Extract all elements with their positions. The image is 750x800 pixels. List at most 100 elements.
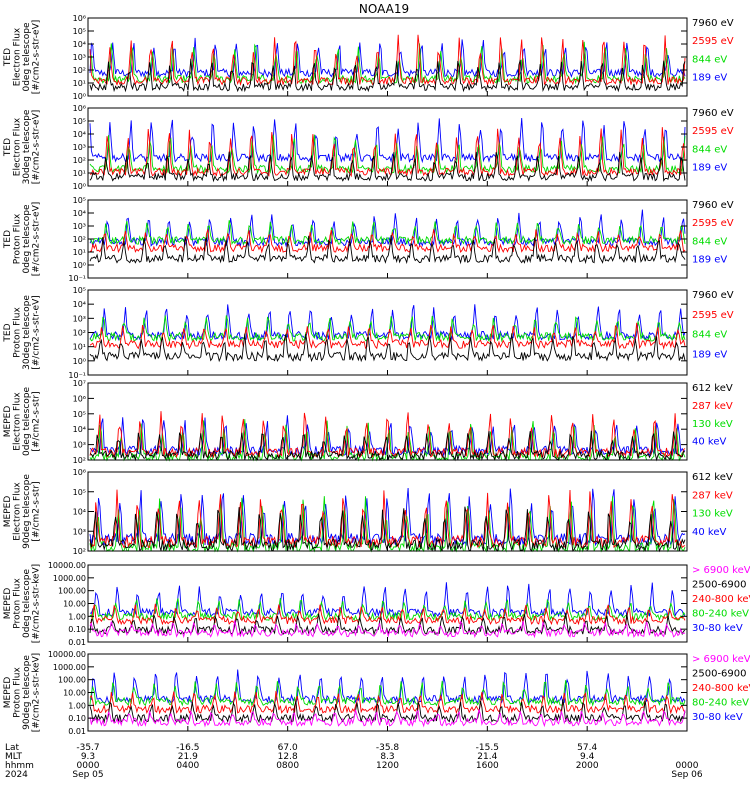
legend-entry: 612 keV [692, 472, 733, 483]
x-tick-label: Sep 05 [72, 770, 103, 780]
y-axis-label-line: MEPED [3, 496, 13, 528]
y-axis-label-line: [#/cm2-s-str-keV] [32, 564, 42, 643]
legend-entry: 2595 eV [692, 218, 734, 229]
legend-entry: 130 keV [692, 509, 733, 520]
legend-entry: 844 eV [692, 330, 727, 341]
y-tick-label: 10³ [73, 143, 86, 152]
y-tick-label: 10⁵ [73, 488, 86, 497]
series-287-kev-line [89, 411, 686, 459]
panel-3: 10⁻¹ 10⁰ 10¹ 10² 10³ 10⁴ 10⁵ TED Proton Flux 0deg… [3, 196, 734, 283]
y-tick-label: 10⁷ [73, 379, 86, 388]
y-axis-label-line: Proton Flux [13, 213, 23, 264]
y-tick-label: 10¹ [73, 343, 86, 352]
series-30-80-kev-line [89, 669, 686, 705]
y-axis-label-line: TED [3, 323, 13, 342]
legend-entry: 7960 eV [692, 18, 734, 29]
y-tick-label: 0.10 [68, 625, 86, 634]
y-axis-label-line: 30deg telescope [22, 109, 32, 184]
y-axis-label-line: Electron Flux [13, 27, 23, 86]
y-axis-label-line: 90deg telescope [22, 474, 32, 549]
series-189-ev-line [89, 37, 686, 79]
series-7960-ev-line [89, 151, 686, 183]
y-axis-label-line: MEPED [3, 677, 13, 709]
x-tick-label: 8.3 [380, 752, 394, 762]
time-axis-row-label: MLT [5, 752, 23, 762]
y-tick-label: 10⁴ [73, 40, 86, 49]
legend-entry: 612 keV [692, 383, 733, 394]
y-axis-label-line: Electron Flux [13, 482, 23, 541]
series-844-ev-line [89, 134, 686, 175]
legend-entry: 189 eV [692, 72, 727, 83]
y-axis-label-line: Proton Flux [13, 667, 23, 718]
panel-5: 10² 10³ 10⁴ 10⁵ 10⁶ 10⁷ MEPED Electron Flux 0deg… [3, 379, 733, 465]
y-axis-label-line: 30deg telescope [22, 295, 32, 370]
panel-2: 10⁰ 10¹ 10² 10³ 10⁴ 10⁵ 10⁶ TED Electron Flux 30d… [3, 104, 734, 191]
y-tick-label: 1.00 [68, 612, 86, 621]
legend-entry: 844 eV [692, 144, 727, 155]
series-2595-ev-line [89, 127, 686, 178]
y-tick-label: 10⁶ [73, 14, 86, 23]
legend-entry: 287 keV [692, 401, 733, 412]
series-130-kev-line [89, 496, 686, 553]
x-tick-label: 0400 [176, 761, 199, 771]
x-tick-label: 0800 [276, 761, 299, 771]
legend-entry: 80-240 keV [692, 609, 749, 620]
y-axis-label-line: [#/cm2-s-str-eV] [32, 110, 42, 185]
legend-entry: 240-800 keV [692, 594, 750, 605]
series-7960-ev-line [89, 333, 686, 363]
legend-entry: > 6900 keV [692, 565, 750, 576]
y-axis-label-line: [#/cm2-s-str-keV] [32, 653, 42, 732]
legend-entry: 2500-6900 [692, 669, 747, 680]
legend-entry: 7960 eV [692, 108, 734, 119]
legend-entry: 7960 eV [692, 200, 734, 211]
series-240-800-kev-line [89, 603, 686, 626]
x-tick-label: 9.4 [580, 752, 595, 762]
y-tick-label: 10⁵ [73, 196, 86, 205]
x-tick-label: -35.8 [376, 743, 400, 753]
y-axis-label-line: [#/cm2-s-str-eV] [32, 202, 42, 277]
panel-6: 10² 10³ 10⁴ 10⁵ 10⁶ MEPED Electron Flux 90deg t… [3, 468, 733, 556]
y-tick-label: 10⁶ [73, 468, 86, 477]
y-tick-label: 10⁰ [73, 261, 86, 270]
series-30-80-kev-line [89, 582, 686, 618]
y-tick-label: 10⁶ [73, 394, 86, 403]
y-tick-label: 10⁴ [73, 425, 86, 434]
legend-entry: 2595 eV [692, 310, 734, 321]
legend-entry: 80-240 keV [692, 698, 749, 709]
legend-entry: 189 eV [692, 349, 727, 360]
y-axis-label: TED Electron Flux 30deg telescope [#/cm2-s-… [3, 109, 42, 184]
y-axis-label-line: Electron Flux [13, 392, 23, 451]
legend-entry: 844 eV [692, 236, 727, 247]
panel-4: 10⁻¹ 10⁰ 10¹ 10² 10³ 10⁴ 10⁵ TED Proton Flux 30de… [3, 286, 734, 380]
series-189-ev-line [89, 304, 686, 342]
y-tick-label: 10³ [73, 527, 86, 536]
y-axis-label-line: [#/cm2-s-str] [32, 391, 42, 451]
y-tick-label: 10⁰ [73, 92, 86, 101]
time-axis-row-label: Lat [5, 743, 20, 753]
y-tick-label: 10¹ [73, 79, 86, 88]
y-tick-label: 100.00 [58, 587, 86, 596]
y-tick-label: 10² [73, 235, 86, 244]
y-tick-label: 10⁻¹ [68, 274, 86, 283]
y-axis-label-line: 0deg telescope [22, 387, 32, 457]
y-axis-label-line: TED [3, 138, 13, 157]
legend-entry: 189 eV [692, 254, 727, 265]
legend-entry: 844 eV [692, 54, 727, 65]
y-axis-label-line: TED [3, 48, 13, 67]
x-tick-label: 0000 [77, 761, 100, 771]
x-tick-label: 2000 [576, 761, 599, 771]
y-axis-label-line: 0deg telescope [22, 22, 32, 92]
y-tick-label: 10⁶ [73, 104, 86, 113]
y-axis-label-line: Electron Flux [13, 117, 23, 176]
y-tick-label: 10⁵ [73, 286, 86, 295]
series-844-ev-line [89, 220, 686, 246]
y-axis-label: TED Proton Flux 30deg telescope [#/cm2-s-st… [3, 295, 42, 370]
y-axis-label: TED Proton Flux 0deg telescope [#/cm2-s-str… [3, 202, 42, 277]
y-tick-label: 10.00 [63, 600, 86, 609]
legend-entry: 30-80 keV [692, 712, 743, 723]
y-axis-label: MEPED Electron Flux 90deg telescope [#/cm2-… [3, 474, 42, 549]
x-tick-label: 1200 [376, 761, 399, 771]
y-axis-label: TED Electron Flux 0deg telescope [#/cm2-s-s… [3, 20, 42, 95]
x-tick-label: 9.3 [81, 752, 95, 762]
